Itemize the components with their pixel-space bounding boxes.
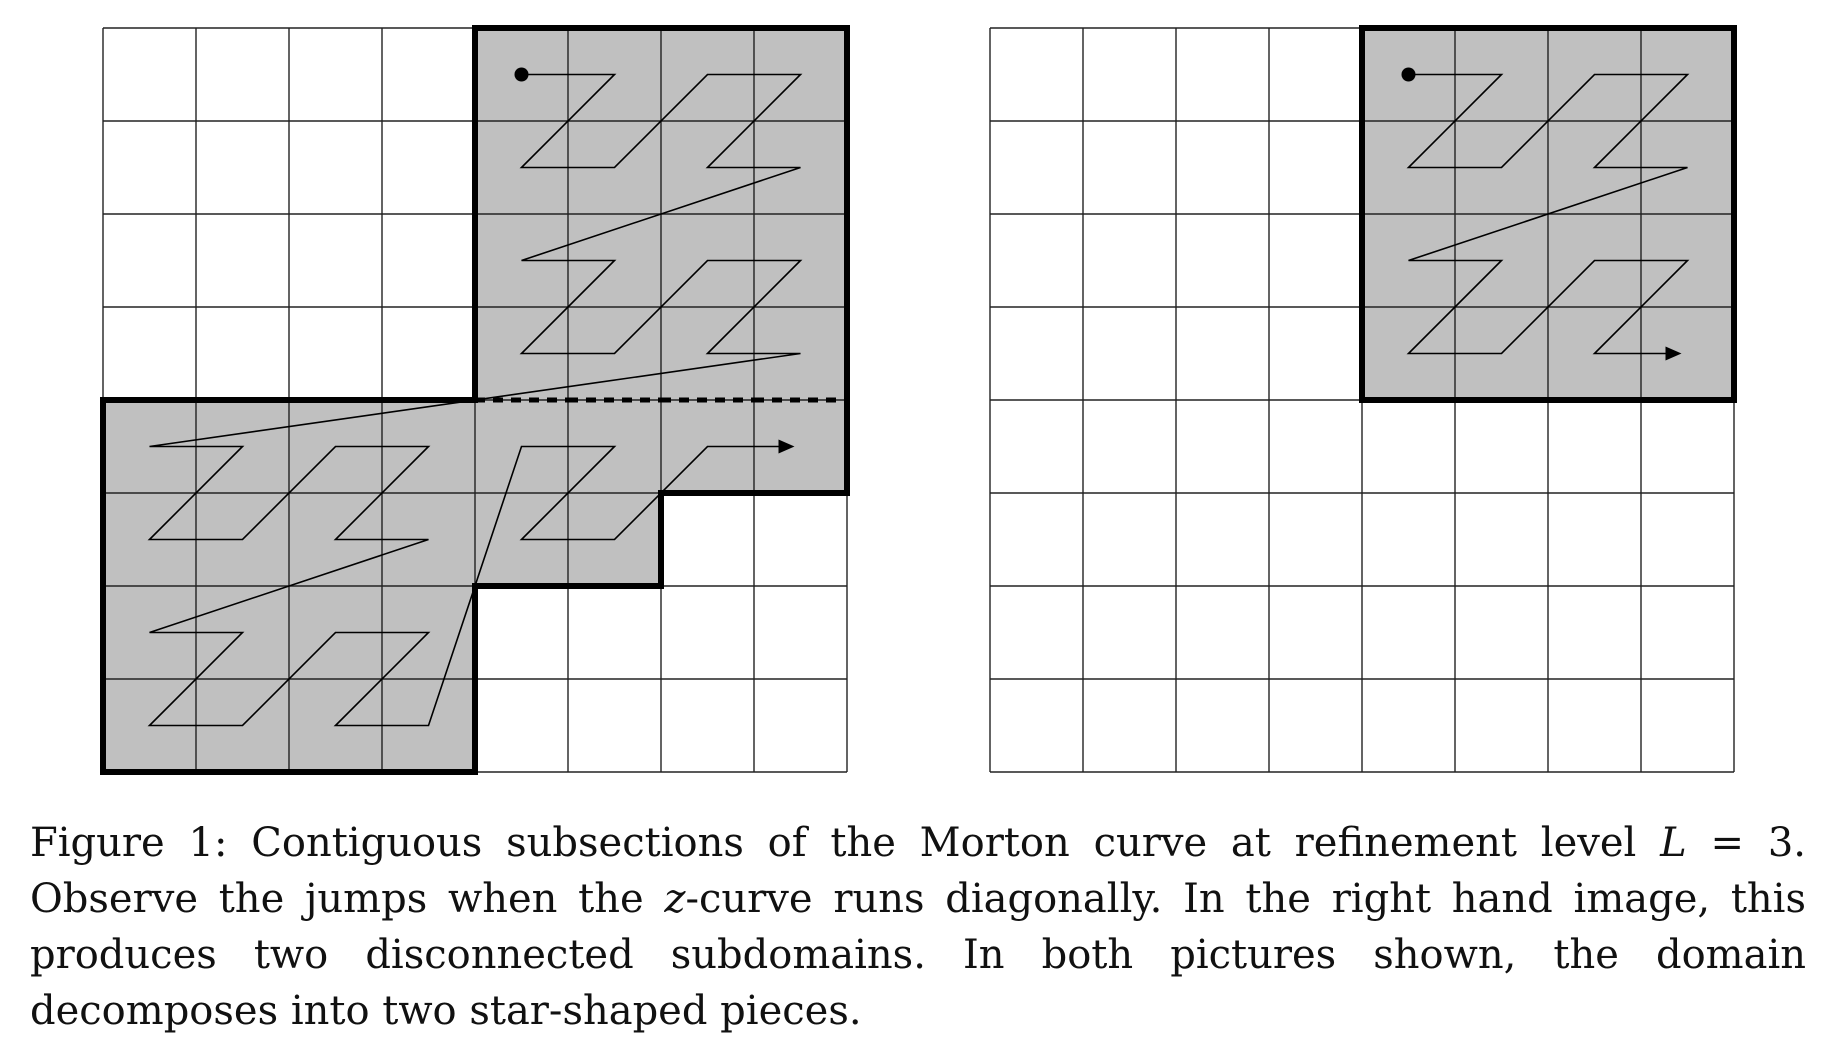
curve-start-dot <box>1401 67 1416 82</box>
math-variable-L: L <box>1660 820 1687 866</box>
left-panel <box>100 25 850 775</box>
caption-text-3: -curve runs diagonally. In the right han… <box>30 876 1806 1034</box>
curve-end-arrow-icon <box>1665 346 1682 361</box>
caption-text-2: Observe the jumps when the <box>30 876 644 922</box>
caption-label: Figure 1: <box>30 820 228 866</box>
right-panel <box>989 25 1737 773</box>
caption-text-1: Contiguous subsections of the Morton cur… <box>251 820 1637 866</box>
figure-1 <box>100 25 1737 775</box>
morton-curve <box>1406 73 1690 355</box>
curve-start-dot <box>514 67 529 82</box>
curve-end-arrow-icon <box>778 439 795 454</box>
math-variable-z: z <box>664 876 686 922</box>
figure-caption: Figure 1: Contiguous subsections of the … <box>30 815 1806 1039</box>
math-equals-3: = 3. <box>1686 820 1807 866</box>
morton-curve <box>147 73 803 727</box>
